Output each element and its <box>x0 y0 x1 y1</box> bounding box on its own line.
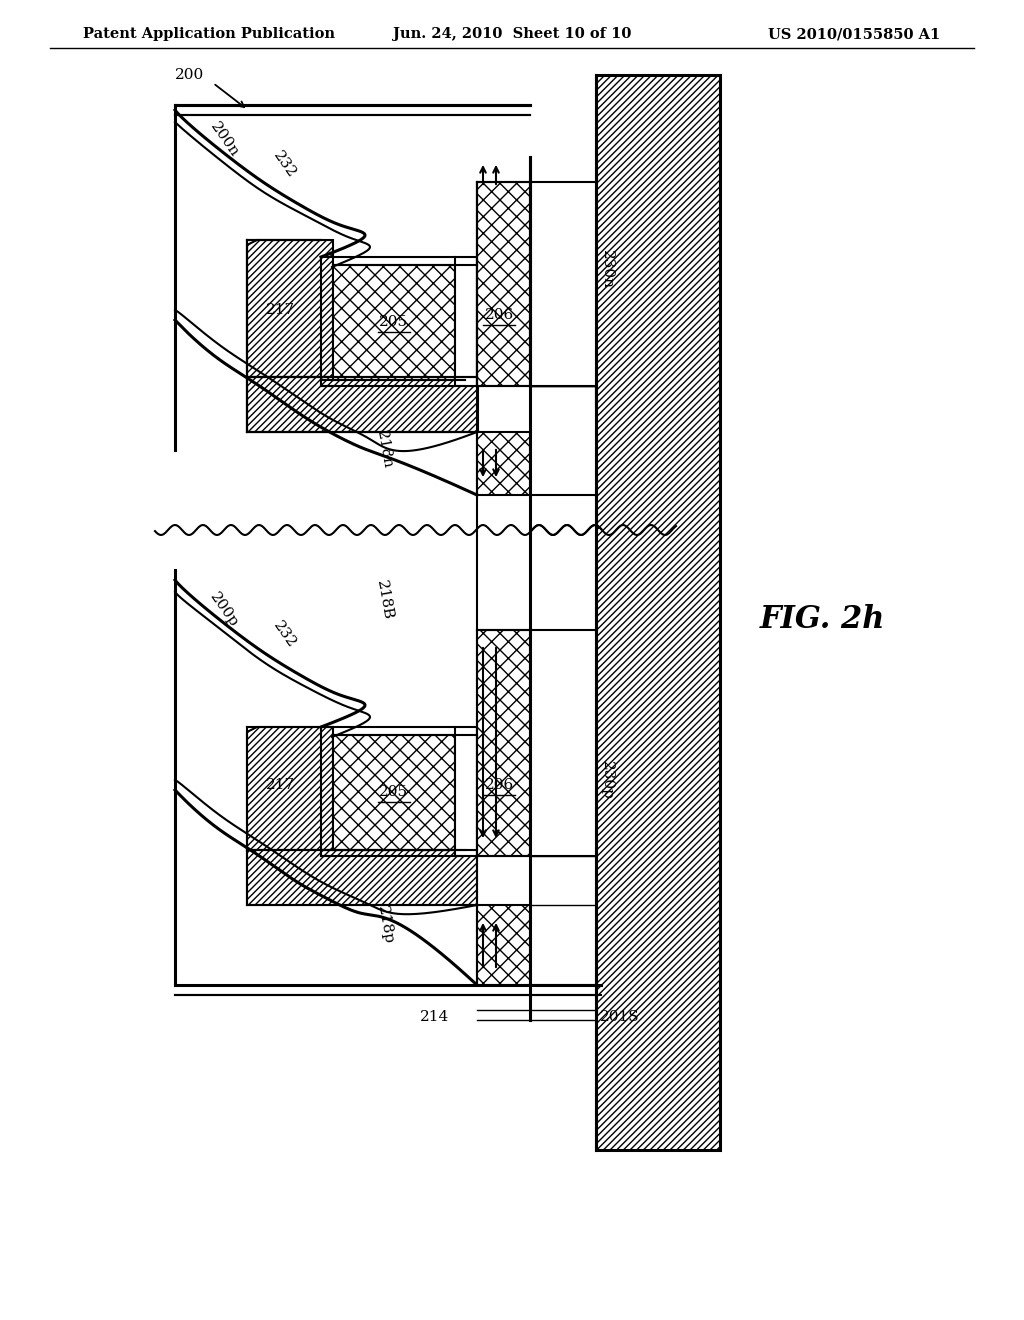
Text: 206: 206 <box>485 777 514 792</box>
Polygon shape <box>333 735 455 850</box>
Polygon shape <box>455 727 477 855</box>
Polygon shape <box>455 257 477 385</box>
Text: 232: 232 <box>270 149 298 181</box>
Text: Jun. 24, 2010  Sheet 10 of 10: Jun. 24, 2010 Sheet 10 of 10 <box>393 26 631 41</box>
Text: 200p: 200p <box>207 590 241 630</box>
Text: 217: 217 <box>266 777 295 792</box>
Text: 214: 214 <box>421 1010 450 1024</box>
Text: 230n: 230n <box>600 251 614 289</box>
Text: 232: 232 <box>270 619 298 651</box>
Text: 218p: 218p <box>375 904 395 945</box>
Text: 201S: 201S <box>600 1010 640 1024</box>
Text: 217: 217 <box>266 304 295 317</box>
Polygon shape <box>333 265 455 380</box>
Text: 205: 205 <box>380 315 409 329</box>
Polygon shape <box>247 850 477 906</box>
Polygon shape <box>247 727 333 850</box>
Polygon shape <box>477 182 530 385</box>
Text: 205: 205 <box>380 785 409 799</box>
Polygon shape <box>596 75 720 1150</box>
Text: 200: 200 <box>175 69 204 82</box>
Text: FIG. 2h: FIG. 2h <box>760 605 886 635</box>
Polygon shape <box>247 240 333 378</box>
Text: Patent Application Publication: Patent Application Publication <box>83 26 335 41</box>
Text: US 2010/0155850 A1: US 2010/0155850 A1 <box>768 26 940 41</box>
Text: 218n: 218n <box>375 429 395 470</box>
Text: 218B: 218B <box>374 579 395 620</box>
Polygon shape <box>477 630 530 855</box>
Text: 200n: 200n <box>207 120 241 160</box>
Polygon shape <box>247 378 478 432</box>
Polygon shape <box>477 432 530 495</box>
Text: 230p: 230p <box>600 760 614 800</box>
Polygon shape <box>477 906 530 985</box>
Text: 206: 206 <box>485 308 514 322</box>
